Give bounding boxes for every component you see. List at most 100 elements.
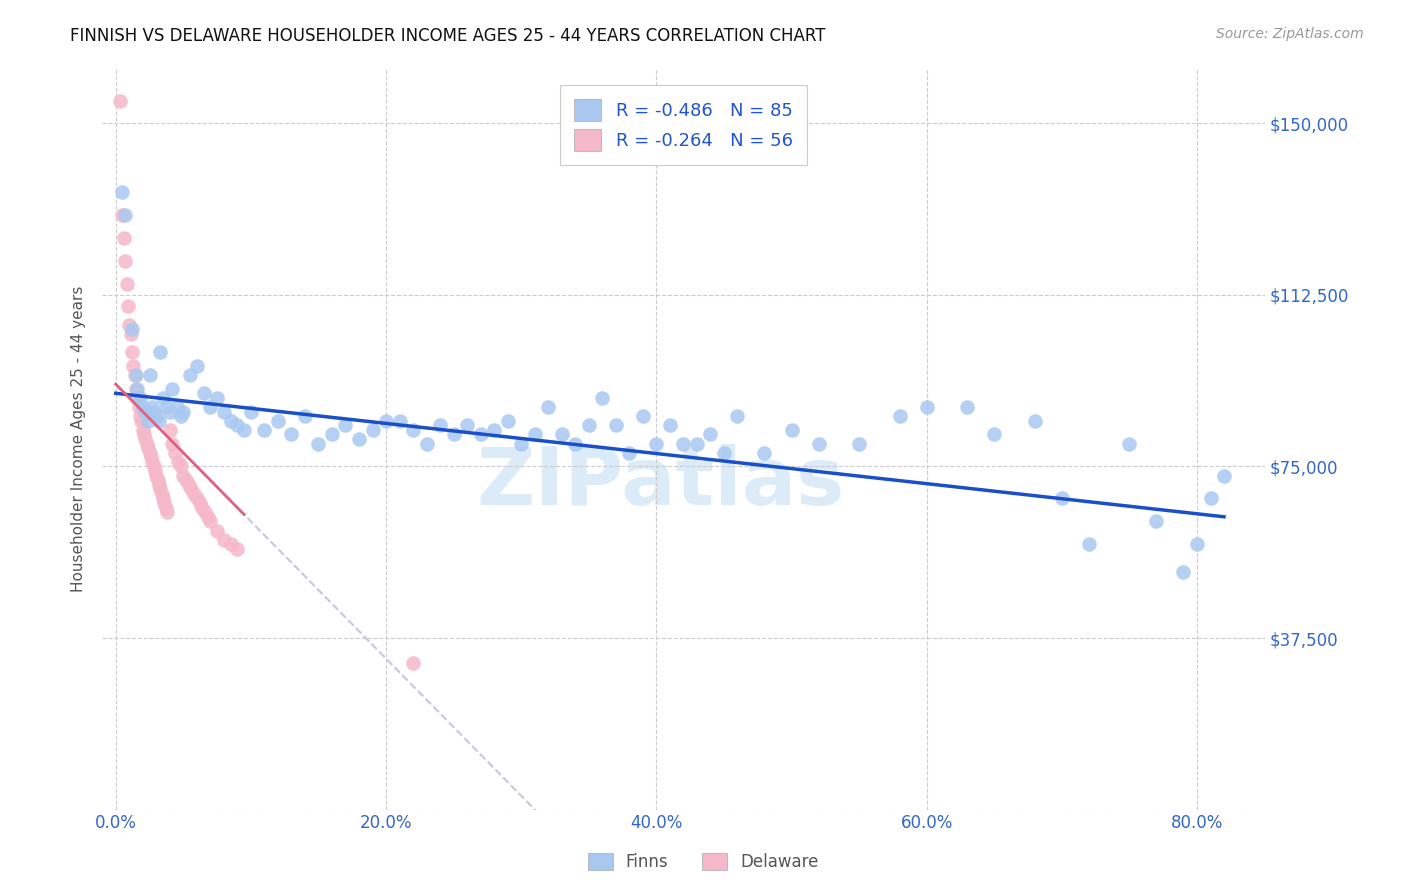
Point: [149, 483, 172, 497]
Point: [1199, 491, 1222, 506]
Point: [139, 450, 162, 465]
Point: [1185, 537, 1208, 551]
Point: [111, 185, 134, 199]
Point: [141, 400, 163, 414]
Point: [470, 427, 492, 442]
Point: [205, 524, 228, 538]
Point: [219, 537, 242, 551]
Point: [482, 423, 505, 437]
Point: [111, 208, 134, 222]
Point: [510, 436, 533, 450]
Point: [219, 414, 242, 428]
Point: [162, 436, 184, 450]
Point: [205, 391, 228, 405]
Point: [138, 368, 160, 382]
Text: Source: ZipAtlas.com: Source: ZipAtlas.com: [1216, 27, 1364, 41]
Point: [523, 427, 546, 442]
Point: [127, 382, 149, 396]
Point: [132, 427, 155, 442]
Point: [308, 436, 330, 450]
Point: [713, 446, 735, 460]
Point: [188, 496, 211, 510]
Point: [226, 541, 249, 556]
Point: [780, 423, 803, 437]
Point: [191, 500, 214, 515]
Point: [226, 418, 249, 433]
Point: [956, 400, 979, 414]
Point: [537, 400, 560, 414]
Point: [456, 418, 478, 433]
Point: [146, 473, 169, 487]
Point: [212, 404, 235, 418]
Point: [605, 418, 627, 433]
Point: [335, 418, 357, 433]
Point: [122, 359, 145, 373]
Point: [564, 436, 586, 450]
Legend: R = -0.486   N = 85, R = -0.264   N = 56: R = -0.486 N = 85, R = -0.264 N = 56: [560, 85, 807, 165]
Point: [754, 446, 776, 460]
Point: [1050, 491, 1073, 506]
Point: [121, 345, 143, 359]
Legend: Finns, Delaware: Finns, Delaware: [579, 845, 827, 880]
Point: [132, 423, 155, 437]
Point: [155, 400, 177, 414]
Point: [148, 477, 170, 491]
Point: [443, 427, 465, 442]
Point: [402, 423, 425, 437]
Point: [1173, 565, 1195, 579]
Point: [496, 414, 519, 428]
Point: [159, 404, 181, 418]
Point: [686, 436, 709, 450]
Point: [180, 483, 202, 497]
Point: [156, 505, 179, 519]
Point: [162, 382, 184, 396]
Point: [152, 491, 174, 506]
Point: [136, 414, 159, 428]
Point: [186, 491, 208, 506]
Point: [143, 464, 166, 478]
Point: [1146, 514, 1168, 528]
Point: [108, 94, 131, 108]
Point: [167, 455, 190, 469]
Point: [807, 436, 830, 450]
Point: [153, 496, 176, 510]
Point: [699, 427, 721, 442]
Point: [166, 400, 188, 414]
Point: [169, 409, 191, 424]
Point: [361, 423, 384, 437]
Point: [321, 427, 343, 442]
Point: [129, 391, 152, 405]
Text: ZIPatlas: ZIPatlas: [477, 444, 844, 523]
Point: [186, 359, 208, 373]
Point: [134, 432, 156, 446]
Point: [197, 509, 219, 524]
Point: [658, 418, 681, 433]
Point: [177, 477, 200, 491]
Point: [848, 436, 870, 450]
Point: [125, 382, 148, 396]
Point: [150, 487, 173, 501]
Point: [135, 436, 157, 450]
Point: [578, 418, 600, 433]
Point: [402, 656, 425, 670]
Point: [212, 533, 235, 547]
Point: [551, 427, 574, 442]
Point: [121, 322, 143, 336]
Point: [141, 455, 163, 469]
Point: [169, 459, 191, 474]
Point: [672, 436, 695, 450]
Point: [136, 441, 159, 455]
Point: [619, 446, 641, 460]
Point: [1024, 414, 1046, 428]
Point: [112, 231, 135, 245]
Point: [117, 299, 139, 313]
Text: FINNISH VS DELAWARE HOUSEHOLDER INCOME AGES 25 - 44 YEARS CORRELATION CHART: FINNISH VS DELAWARE HOUSEHOLDER INCOME A…: [70, 27, 825, 45]
Point: [727, 409, 749, 424]
Point: [148, 414, 170, 428]
Point: [165, 446, 187, 460]
Point: [253, 423, 276, 437]
Point: [429, 418, 451, 433]
Point: [388, 414, 411, 428]
Point: [127, 391, 149, 405]
Point: [120, 326, 142, 341]
